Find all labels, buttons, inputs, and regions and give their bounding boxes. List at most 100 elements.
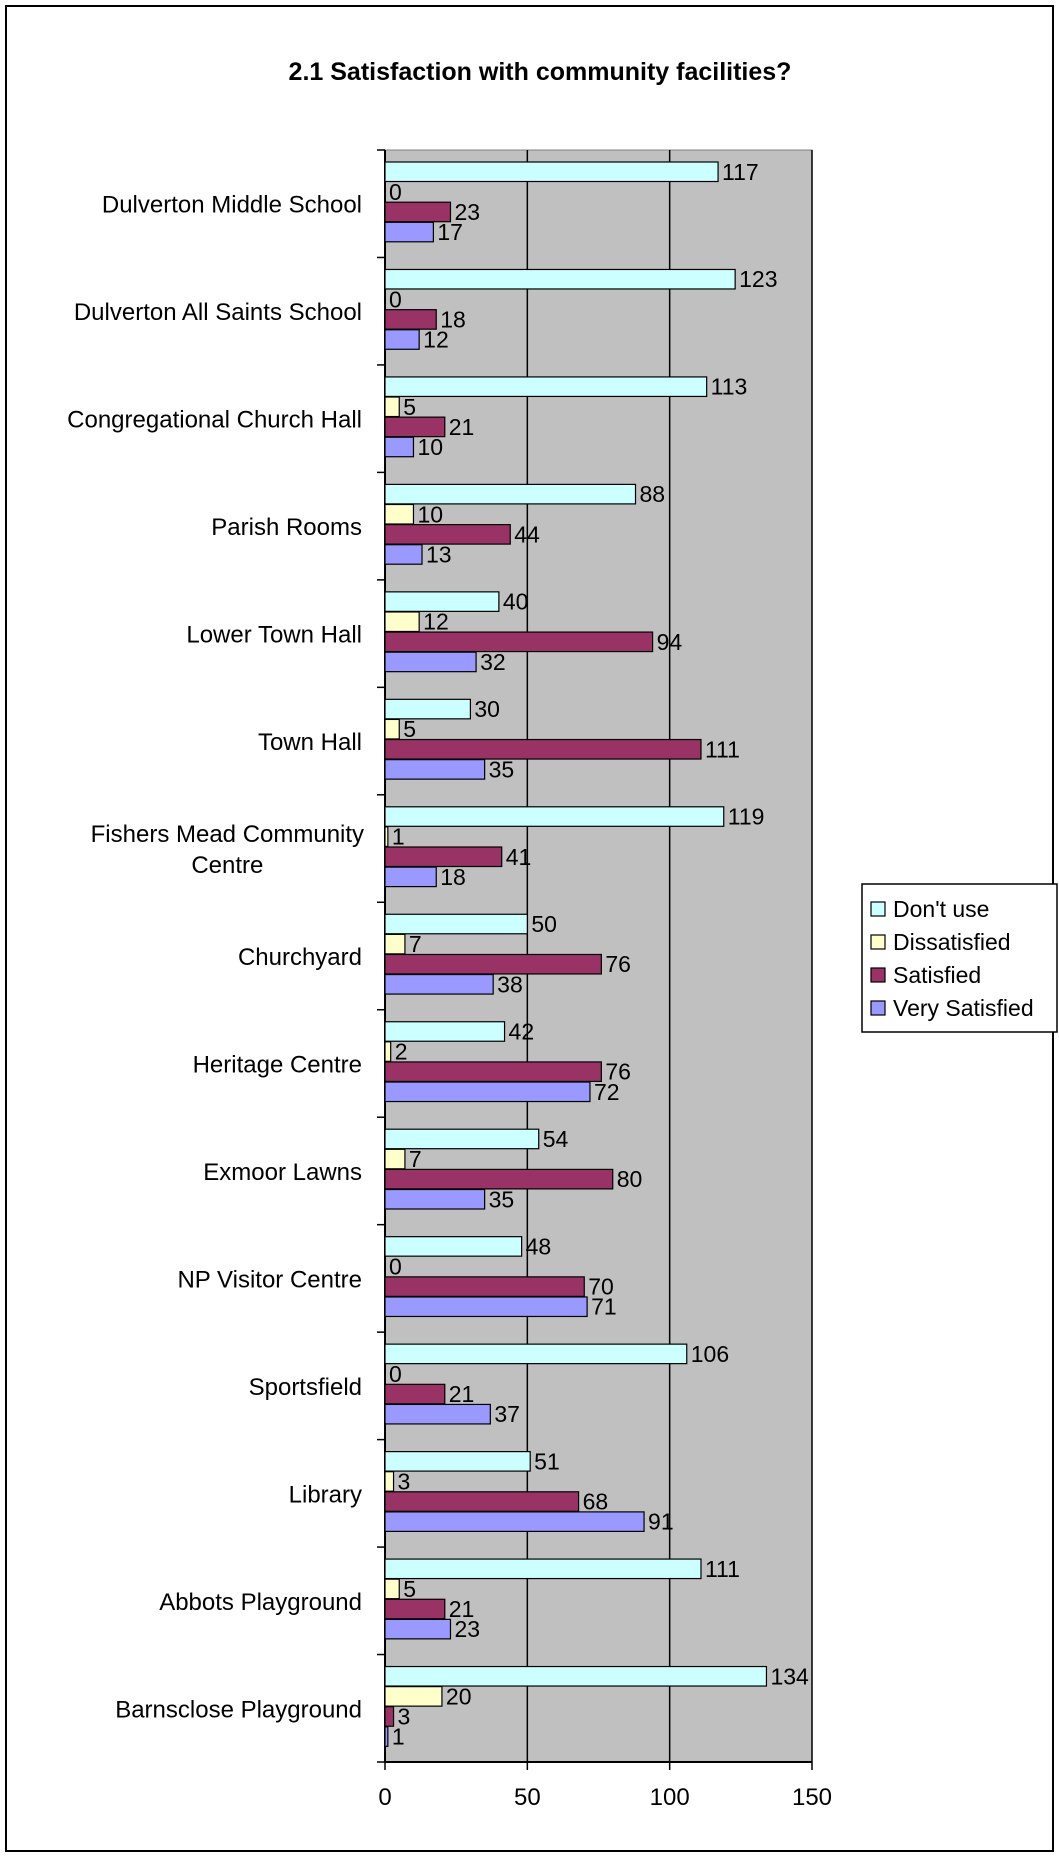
category-label-abbots-playground: Abbots Playground <box>159 1589 362 1616</box>
data-label-library-dissatisfied: 3 <box>398 1468 411 1494</box>
legend-box <box>861 883 1058 1033</box>
data-label-barnsclose-playground-satisfied: 3 <box>398 1703 411 1729</box>
bar-abbots-playground-dissatisfied <box>384 1578 400 1600</box>
bar-heritage-centre-don-t-use <box>384 1021 506 1042</box>
data-label-dulverton-middle-school-very-satisfied: 17 <box>437 219 463 245</box>
x-tick-label-100: 100 <box>650 1784 690 1811</box>
bar-sportsfield-satisfied <box>384 1383 446 1405</box>
category-label-parish-rooms: Parish Rooms <box>211 514 362 541</box>
bar-town-hall-satisfied <box>384 738 702 760</box>
category-label-heritage-centre: Heritage Centre <box>193 1051 362 1078</box>
bar-library-dissatisfied <box>384 1471 395 1492</box>
bar-parish-rooms-dissatisfied <box>384 503 415 525</box>
bar-fishers-mead-community-centre-dissatisfied <box>384 826 389 848</box>
bar-barnsclose-playground-satisfied <box>384 1706 395 1727</box>
data-label-dulverton-all-saints-school-dissatisfied: 0 <box>389 286 402 312</box>
data-label-barnsclose-playground-don-t-use: 134 <box>770 1663 809 1689</box>
data-label-churchyard-very-satisfied: 38 <box>497 971 523 997</box>
bar-fishers-mead-community-centre-very-satisfied <box>384 866 437 888</box>
data-label-town-hall-dissatisfied: 5 <box>403 716 416 742</box>
bar-abbots-playground-don-t-use <box>384 1558 702 1580</box>
data-label-parish-rooms-very-satisfied: 13 <box>426 541 452 567</box>
bar-library-don-t-use <box>384 1450 531 1472</box>
data-label-np-visitor-centre-very-satisfied: 71 <box>591 1294 617 1320</box>
data-label-heritage-centre-dissatisfied: 2 <box>395 1039 408 1065</box>
bar-fishers-mead-community-centre-satisfied <box>384 846 503 868</box>
data-label-town-hall-satisfied: 111 <box>705 736 740 762</box>
data-label-churchyard-don-t-use: 50 <box>531 911 557 937</box>
data-label-dulverton-all-saints-school-satisfied: 18 <box>440 306 466 332</box>
bar-heritage-centre-satisfied <box>384 1061 602 1083</box>
category-label-dulverton-middle-school: Dulverton Middle School <box>102 192 362 219</box>
bar-town-hall-very-satisfied <box>384 759 486 780</box>
data-label-parish-rooms-don-t-use: 88 <box>640 481 666 507</box>
data-label-exmoor-lawns-don-t-use: 54 <box>543 1126 569 1152</box>
bar-lower-town-hall-dissatisfied <box>384 611 420 633</box>
bar-dulverton-all-saints-school-don-t-use <box>384 268 736 290</box>
category-label-np-visitor-centre: NP Visitor Centre <box>177 1266 362 1293</box>
bar-churchyard-don-t-use <box>384 913 528 935</box>
bar-barnsclose-playground-very-satisfied <box>384 1726 389 1747</box>
data-label-lower-town-hall-don-t-use: 40 <box>503 589 529 615</box>
bar-lower-town-hall-don-t-use <box>384 591 500 612</box>
data-label-dulverton-middle-school-don-t-use: 117 <box>722 159 759 185</box>
bar-exmoor-lawns-dissatisfied <box>384 1148 406 1170</box>
bar-congregational-church-hall-very-satisfied <box>384 436 415 458</box>
bar-abbots-playground-satisfied <box>384 1598 446 1620</box>
bar-np-visitor-centre-don-t-use <box>384 1236 523 1257</box>
category-label-sportsfield: Sportsfield <box>249 1374 362 1401</box>
category-label-churchyard: Churchyard <box>238 944 362 971</box>
legend-swatch-satisfied <box>870 967 886 983</box>
data-label-sportsfield-satisfied: 21 <box>449 1381 475 1407</box>
legend: Don't use Dissatisfied Satisfied Very Satis… <box>861 883 1058 1033</box>
data-label-library-don-t-use: 51 <box>534 1448 560 1474</box>
data-label-heritage-centre-satisfied: 76 <box>605 1059 631 1085</box>
bar-abbots-playground-very-satisfied <box>384 1618 452 1640</box>
data-label-dulverton-all-saints-school-don-t-use: 123 <box>739 266 777 292</box>
bar-sportsfield-very-satisfied <box>384 1403 491 1425</box>
data-label-exmoor-lawns-satisfied: 80 <box>617 1166 643 1192</box>
bar-barnsclose-playground-don-t-use <box>384 1665 768 1687</box>
category-label-dulverton-all-saints-school: Dulverton All Saints School <box>74 299 362 326</box>
category-label-barnsclose-playground: Barnsclose Playground <box>115 1696 362 1723</box>
data-label-dulverton-middle-school-satisfied: 23 <box>454 199 480 225</box>
bar-parish-rooms-don-t-use <box>384 483 637 505</box>
bar-exmoor-lawns-don-t-use <box>384 1128 540 1150</box>
bar-churchyard-very-satisfied <box>384 973 494 995</box>
chart-title: 2.1 Satisfaction with community faciliti… <box>289 58 792 86</box>
data-label-congregational-church-hall-don-t-use: 113 <box>711 374 748 400</box>
bar-sportsfield-don-t-use <box>384 1343 688 1365</box>
bar-dulverton-middle-school-don-t-use <box>384 161 719 183</box>
data-label-lower-town-hall-very-satisfied: 32 <box>480 649 506 675</box>
data-label-lower-town-hall-dissatisfied: 12 <box>423 609 449 635</box>
bar-congregational-church-hall-satisfied <box>384 416 446 438</box>
data-label-fishers-mead-community-centre-satisfied: 41 <box>506 844 532 870</box>
data-label-dulverton-all-saints-school-very-satisfied: 12 <box>423 327 449 353</box>
data-label-churchyard-satisfied: 76 <box>605 951 631 977</box>
data-label-town-hall-don-t-use: 30 <box>474 696 500 722</box>
data-label-barnsclose-playground-dissatisfied: 20 <box>446 1683 472 1709</box>
data-label-exmoor-lawns-very-satisfied: 35 <box>489 1186 515 1212</box>
data-label-sportsfield-don-t-use: 106 <box>691 1341 729 1367</box>
bar-churchyard-satisfied <box>384 953 602 975</box>
bar-fishers-mead-community-centre-don-t-use <box>384 806 725 827</box>
bar-congregational-church-hall-don-t-use <box>384 376 708 398</box>
x-tick-label-50: 50 <box>514 1784 541 1811</box>
data-label-parish-rooms-satisfied: 44 <box>514 521 540 547</box>
bar-dulverton-all-saints-school-satisfied <box>384 309 437 330</box>
category-label-exmoor-lawns: Exmoor Lawns <box>203 1159 362 1186</box>
bar-exmoor-lawns-satisfied <box>384 1168 614 1190</box>
category-label-congregational-church-hall: Congregational Church Hall <box>67 407 362 434</box>
legend-label-very-satisfied: Very Satisfied <box>893 995 1034 1021</box>
legend-swatch-don-t-use <box>870 901 886 917</box>
bar-library-very-satisfied <box>384 1511 645 1533</box>
data-label-abbots-playground-dissatisfied: 5 <box>403 1576 416 1602</box>
data-label-congregational-church-hall-dissatisfied: 5 <box>403 394 416 420</box>
data-label-np-visitor-centre-satisfied: 70 <box>588 1274 614 1300</box>
x-tick-label-150: 150 <box>792 1784 832 1811</box>
bar-np-visitor-centre-satisfied <box>384 1276 585 1297</box>
category-label-town-hall: Town Hall <box>258 729 362 756</box>
data-label-heritage-centre-don-t-use: 42 <box>509 1018 535 1044</box>
